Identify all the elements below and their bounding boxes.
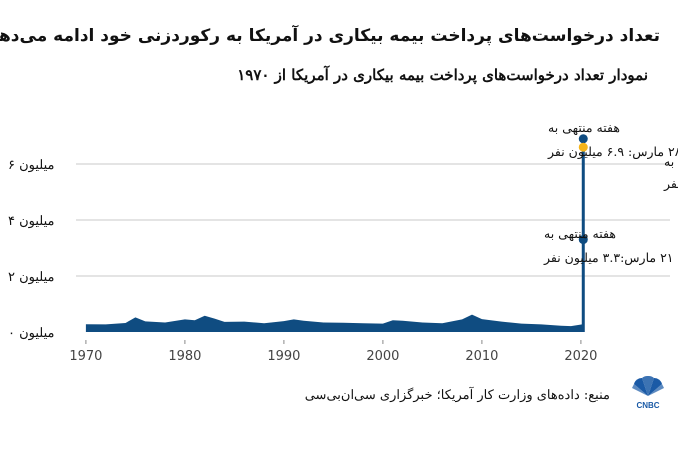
series-fill xyxy=(85,138,584,332)
gridlines xyxy=(76,163,670,277)
annotation-2-line1: هفته منتهی به xyxy=(544,226,616,242)
data-point-2 xyxy=(578,235,588,245)
ytick-label-3: ۶ میلیون xyxy=(8,158,55,173)
xtick-label-5: 2020 xyxy=(564,349,597,364)
annotations: هفته منتهی به۲۸ مارس: ۶.۹ میلیون نفرهفته… xyxy=(543,120,678,266)
series-area xyxy=(85,138,585,332)
chart-title: تعداد درخواست‌های پرداخت بیمه بیکاری در … xyxy=(0,26,660,46)
annotation-0-line1: هفته منتهی به xyxy=(548,120,620,136)
annotation-1-line2: ۴آوریل: ۶.۶ میلیون نفر xyxy=(663,175,678,192)
chart-subtitle: نمودار تعداد درخواست‌های پرداخت بیمه بیک… xyxy=(237,66,648,84)
annotation-2-line2: ۲۱ مارس:۳.۳ میلیون نفر xyxy=(543,250,674,266)
chart: ۰ میلیون ۲ میلیون ۴ میلیون ۶ میلیون 1970 198… xyxy=(8,120,678,364)
data-point-1 xyxy=(578,142,588,152)
annotation-0-line2: ۲۸ مارس: ۶.۹ میلیون نفر xyxy=(547,144,678,160)
logo-text: CNBC xyxy=(636,401,659,410)
data-point-0 xyxy=(578,134,588,144)
source-note: منبع: داده‌های وزارت کار آمریکا؛ خبرگزار… xyxy=(304,388,610,403)
xtick-label-2: 1990 xyxy=(267,349,300,364)
peacock-icon xyxy=(632,375,664,396)
ytick-label-0: ۰ میلیون xyxy=(8,326,55,341)
x-axis-ticks: 1970 1980 1990 2000 2010 2020 xyxy=(69,340,597,364)
ytick-label-2: ۴ میلیون xyxy=(8,214,55,229)
xtick-label-4: 2010 xyxy=(465,349,498,364)
data-points xyxy=(578,134,588,245)
y-axis-ticks: ۰ میلیون ۲ میلیون ۴ میلیون ۶ میلیون xyxy=(8,158,55,341)
xtick-label-0: 1970 xyxy=(69,349,102,364)
cnbc-logo: CNBC xyxy=(632,375,664,410)
annotation-1-line1: هفته منتهی به xyxy=(664,154,678,170)
xtick-label-1: 1980 xyxy=(168,349,201,364)
ytick-label-1: ۲ میلیون xyxy=(8,270,55,285)
xtick-label-3: 2000 xyxy=(366,349,399,364)
